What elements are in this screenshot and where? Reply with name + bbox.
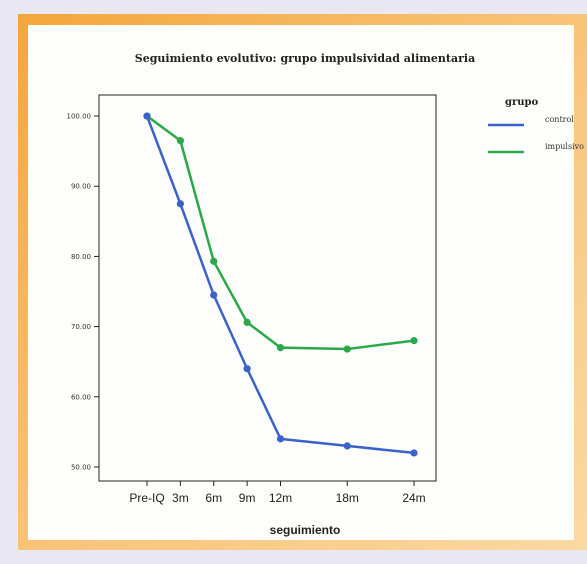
data-point-impulsivo xyxy=(176,137,184,145)
y-tick-label: 80.00 xyxy=(71,253,91,261)
plot-area xyxy=(98,94,437,482)
x-tick-label: 12m xyxy=(269,491,292,505)
y-tick-label: 60.00 xyxy=(71,393,91,401)
x-tick-label: 18m xyxy=(336,491,359,505)
legend-title: grupo xyxy=(505,97,539,108)
x-tick-label: 9m xyxy=(239,491,256,505)
data-point-control xyxy=(176,200,184,208)
data-point-impulsivo xyxy=(343,345,351,353)
data-point-control xyxy=(143,112,151,120)
legend-label-impulsivo: impulsivo xyxy=(545,142,584,151)
chart-title: Seguimiento evolutivo: grupo impulsivida… xyxy=(135,52,475,65)
y-axis: 50.00 60.00 70.00 80.00 90.00 100.00 xyxy=(67,113,99,471)
y-tick-label: 50.00 xyxy=(71,463,91,471)
data-point-control xyxy=(410,449,418,457)
data-point-impulsivo xyxy=(243,318,251,326)
series-lines xyxy=(145,115,415,455)
x-tick-label: Pre-IQ xyxy=(129,491,164,505)
x-tick-label: 6m xyxy=(205,491,222,505)
data-point-control xyxy=(276,435,285,443)
y-tick-label: 100.00 xyxy=(67,113,92,121)
data-point-impulsivo xyxy=(210,257,218,265)
data-point-control xyxy=(243,365,251,373)
x-axis: Pre-IQ 3m 6m 9m 12m 18m 24m xyxy=(129,481,426,505)
data-point-control xyxy=(343,442,351,450)
data-point-impulsivo xyxy=(410,337,418,345)
chart-panel xyxy=(28,25,574,540)
data-point-impulsivo xyxy=(276,344,285,352)
x-axis-label: seguimiento xyxy=(270,523,341,537)
series-line-impulsivo xyxy=(146,115,415,351)
legend: grupo control impulsivo xyxy=(488,97,584,154)
data-point-control xyxy=(210,291,218,299)
y-tick-label: 70.00 xyxy=(71,323,91,331)
series-points xyxy=(143,112,418,457)
y-tick-label: 90.00 xyxy=(71,183,91,191)
legend-label-control: control xyxy=(545,115,574,124)
x-tick-label: 3m xyxy=(172,491,189,505)
x-tick-label: 24m xyxy=(402,491,425,505)
